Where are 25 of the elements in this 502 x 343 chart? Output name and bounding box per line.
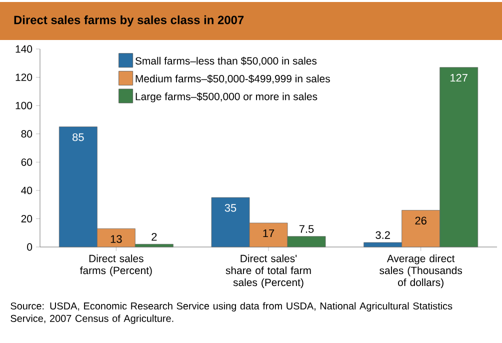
x-tick-label: Average direct sales (Thousands of dollars) <box>380 254 462 288</box>
chart-title: Direct sales farms by sales class in 2007 <box>14 15 244 27</box>
data-label: 26 <box>415 216 426 225</box>
x-tick-label: Direct sales' share of total farm sales (Percent) <box>226 254 311 288</box>
data-label: 7.5 <box>299 225 314 233</box>
legend-label: Large farms–$500,000 or more in sales <box>136 92 318 102</box>
x-tick-label: Direct sales farms (Percent) <box>80 254 152 276</box>
y-tick-label: 0 <box>27 243 32 251</box>
data-label: 85 <box>72 133 84 142</box>
data-label: 13 <box>110 235 122 243</box>
data-label: 17 <box>263 229 274 238</box>
data-label: 3.2 <box>376 231 390 239</box>
y-tick-label: 60 <box>21 158 32 166</box>
source-note: Source: USDA, Economic Research Service using data from USDA, National Agricultural Statistics Service, 2007 Census of Agriculture. <box>10 302 452 324</box>
y-tick-label: 120 <box>16 74 32 81</box>
data-label: 127 <box>450 74 468 82</box>
y-tick-label: 140 <box>16 45 32 53</box>
y-tick-label: 80 <box>21 130 32 138</box>
y-tick-label: 100 <box>16 102 32 110</box>
data-label: 2 <box>152 233 157 241</box>
y-tick-label: 40 <box>21 186 32 194</box>
y-tick-label: 20 <box>21 215 32 222</box>
data-label: 35 <box>224 204 236 212</box>
legend-label: Small farms–less than $50,000 in sales <box>135 56 317 66</box>
legend-label: Medium farms–$50,000-$499,999 in sales <box>136 74 330 84</box>
